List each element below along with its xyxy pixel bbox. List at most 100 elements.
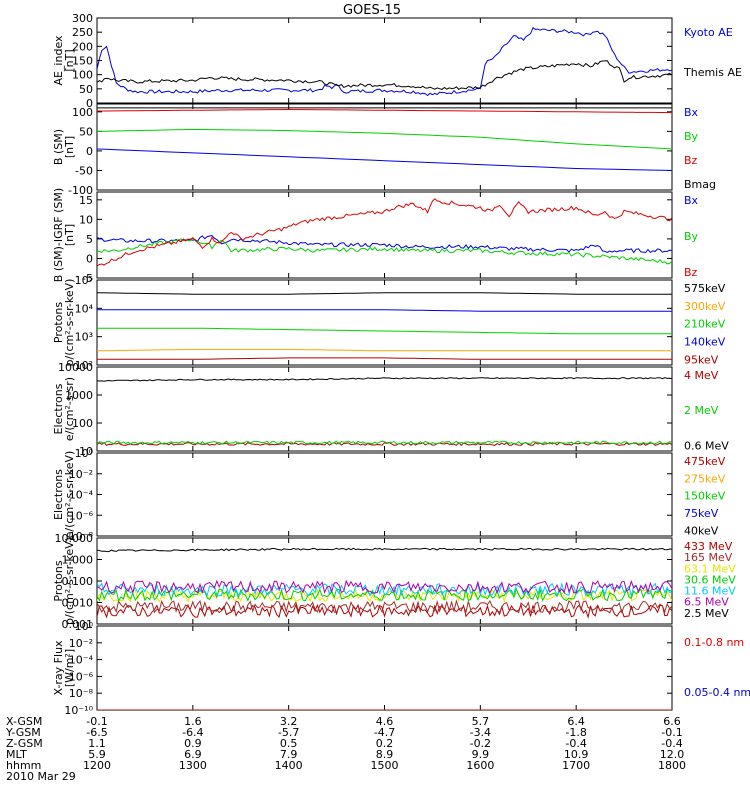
y-tick-label: 10²	[75, 359, 93, 372]
y-axis-label: e/(cm²-s-sr)	[63, 377, 76, 441]
y-tick-label: 10.000	[55, 532, 94, 545]
y-tick-label: 150	[72, 55, 93, 68]
legend-label: Bz	[684, 154, 698, 167]
legend-label: 4 MeV	[684, 369, 719, 382]
panel-frame	[96, 103, 673, 191]
panel-frame	[96, 452, 673, 537]
series-line-433-mev	[97, 603, 672, 619]
y-tick-label: 0	[86, 145, 93, 158]
x-row-value: 0.5	[280, 737, 298, 750]
x-row-value: -1.8	[565, 726, 586, 739]
x-row-value: 1400	[275, 759, 303, 772]
y-tick-label: 10	[79, 445, 93, 458]
y-axis-label: Protons	[52, 560, 65, 601]
series-line-bx	[97, 234, 672, 254]
x-row-value: 3.2	[280, 715, 298, 728]
panel-protons2: 0.001 0.010 0.100 1.000 10.000 Protonsp/(cm²-…	[52, 532, 736, 631]
legend-label: 63.1 MeV	[684, 562, 736, 575]
x-row-value: -6.4	[182, 726, 203, 739]
x-axis-table: X-GSM -0.1 1.6 3.2 4.6 5.7 6.4 6.6 Y-GSM -6.5 -6.4…	[5, 715, 686, 783]
y-tick-label: 5	[86, 233, 93, 246]
series-line-bz	[97, 108, 672, 114]
y-axis-label: Protons	[52, 302, 65, 343]
y-axis-label: [nT]	[63, 49, 76, 71]
series-line-bx	[97, 148, 672, 171]
legend-label: By	[684, 230, 699, 243]
y-tick-label: 10⁻⁴	[69, 489, 94, 502]
y-tick-label: 10⁻⁸	[69, 530, 94, 543]
y-tick-label: 10⁻⁶	[69, 670, 94, 683]
y-tick-label: 10⁴	[75, 302, 94, 315]
panel-frame	[96, 625, 673, 711]
y-axis-label: [nT]	[63, 224, 76, 246]
x-row-label: Z-GSM	[6, 737, 43, 750]
y-tick-label: 0	[86, 97, 93, 110]
y-axis-label: B (SM)	[52, 129, 65, 165]
y-tick-label: 10⁻¹⁰	[64, 704, 93, 717]
series-line-6-5-mev	[97, 579, 672, 595]
y-tick-label: 10	[79, 213, 93, 226]
x-row-value: 8.9	[376, 748, 394, 761]
legend-label: 165 MeV	[684, 551, 733, 564]
y-tick-label: 15	[79, 194, 93, 207]
x-row-value: 1600	[466, 759, 494, 772]
y-axis-label: AE_index	[52, 35, 65, 86]
legend-label: 6.5 MeV	[684, 596, 729, 609]
legend-label: 11.6 MeV	[684, 585, 736, 598]
x-row-value: -4.7	[374, 726, 395, 739]
y-tick-label: 100	[72, 69, 93, 82]
panel-bigrf: -5 0 5 10 15 B (SM)-IGRF (SM)[nT] Bx By Bz	[52, 188, 699, 285]
y-tick-label: 10⁻²	[69, 468, 93, 481]
legend-label: 0.05-0.4 nm	[684, 686, 750, 699]
legend-label: Bx	[684, 194, 699, 207]
legend-label: 275keV	[684, 472, 726, 485]
panel-frame	[96, 191, 673, 279]
x-row-value: 6.9	[184, 748, 202, 761]
y-tick-label: 0.010	[62, 597, 94, 610]
x-row-value: -0.4	[661, 737, 682, 750]
y-tick-label: 10³	[75, 331, 93, 344]
y-tick-label: 50	[79, 125, 93, 138]
x-row-value: 1300	[179, 759, 207, 772]
panel-bsm: -100 -50 0 50 100 B (SM)[nT] Bx By Bz Bmag	[52, 103, 716, 197]
series-line-by	[97, 128, 672, 150]
legend-label: 2.5 MeV	[684, 607, 729, 620]
y-tick-label: 10⁻⁴	[69, 654, 94, 667]
legend-label: 433 MeV	[684, 540, 733, 553]
series-line-11-6-mev	[97, 582, 672, 598]
series-line-kyoto-ae	[97, 26, 672, 97]
x-row-label: X-GSM	[6, 715, 42, 728]
y-tick-label: 100	[72, 417, 93, 430]
series-line-2-5-mev	[97, 547, 672, 553]
y-tick-label: 200	[72, 40, 93, 53]
y-tick-label: 50	[79, 83, 93, 96]
y-tick-label: 1000	[65, 389, 93, 402]
legend-label: 150keV	[684, 490, 726, 503]
x-row-label: Y-GSM	[5, 726, 41, 739]
series-line-140kev	[97, 309, 672, 312]
x-row-value: -0.1	[661, 726, 682, 739]
legend-label: 475keV	[684, 455, 726, 468]
y-axis-label: B (SM)-IGRF (SM)	[52, 188, 65, 282]
y-axis-label: Electrons	[52, 383, 65, 434]
series-line-bz	[97, 198, 672, 267]
series-line-themis-ae	[97, 60, 672, 91]
legend-label: By	[684, 130, 699, 143]
y-tick-label: 10000	[58, 361, 93, 374]
x-row-value: 6.4	[567, 715, 585, 728]
legend-label: Themis AE	[683, 66, 742, 79]
x-row-value: -0.2	[470, 737, 491, 750]
x-row-label: hhmm	[6, 759, 41, 772]
y-axis-label: X-ray Flux	[52, 640, 65, 696]
x-row-label: MLT	[6, 748, 27, 761]
y-axis-label: Electrons	[52, 469, 65, 520]
x-row-value: 4.6	[376, 715, 394, 728]
series-line-300kev	[97, 348, 672, 352]
x-row-value: 6.6	[663, 715, 681, 728]
x-row-value: 1500	[371, 759, 399, 772]
x-row-value: 1.1	[88, 737, 106, 750]
series-line-210kev	[97, 327, 672, 335]
